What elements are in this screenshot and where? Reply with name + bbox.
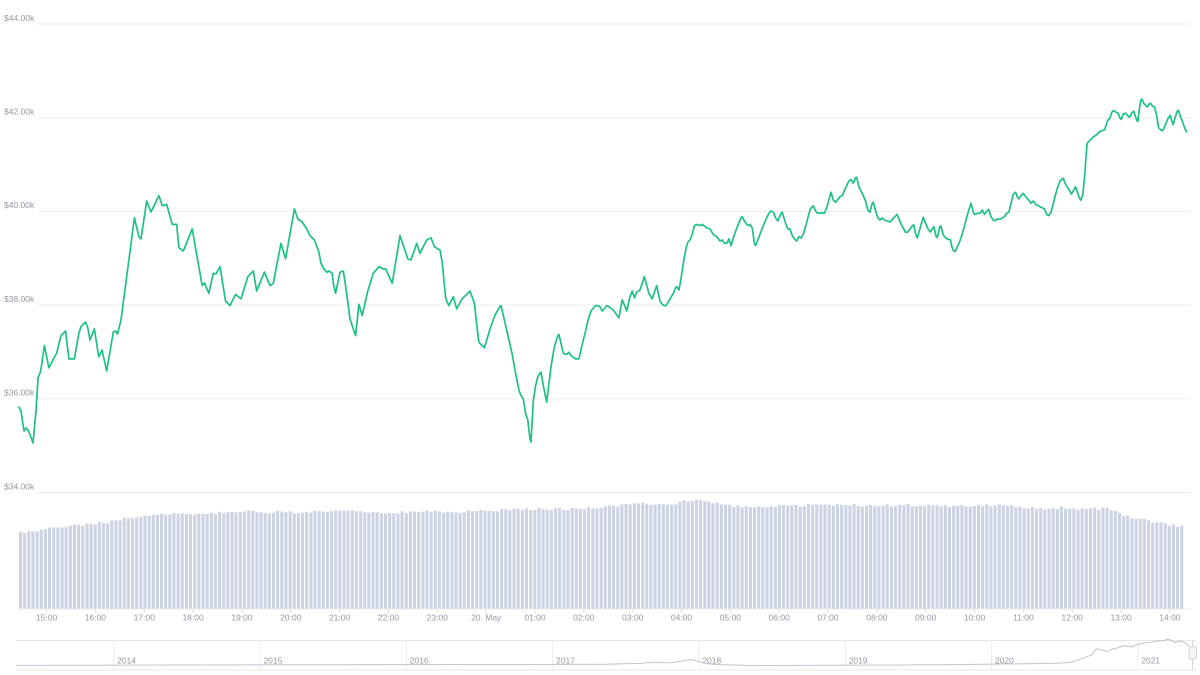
svg-text:18:00: 18:00 (182, 613, 204, 623)
svg-text:16:00: 16:00 (85, 613, 107, 623)
svg-text:07:00: 07:00 (817, 613, 839, 623)
svg-text:2017: 2017 (556, 656, 575, 666)
svg-text:$36.00k: $36.00k (4, 388, 35, 398)
svg-text:2019: 2019 (849, 656, 868, 666)
svg-text:20. May: 20. May (471, 613, 502, 623)
svg-text:$40.00k: $40.00k (4, 200, 35, 210)
svg-text:$34.00k: $34.00k (4, 481, 35, 491)
svg-text:2015: 2015 (263, 656, 282, 666)
svg-text:12:00: 12:00 (1062, 613, 1084, 623)
svg-text:13:00: 13:00 (1110, 613, 1132, 623)
svg-text:2016: 2016 (410, 656, 429, 666)
svg-text:03:00: 03:00 (622, 613, 644, 623)
svg-text:19:00: 19:00 (231, 613, 253, 623)
svg-text:01:00: 01:00 (524, 613, 546, 623)
svg-text:20:00: 20:00 (280, 613, 302, 623)
svg-text:2018: 2018 (702, 656, 721, 666)
svg-text:11:00: 11:00 (1013, 613, 1034, 623)
svg-text:15:00: 15:00 (36, 613, 58, 623)
svg-text:06:00: 06:00 (769, 613, 791, 623)
svg-text:2021: 2021 (1141, 656, 1160, 666)
svg-text:09:00: 09:00 (915, 613, 937, 623)
svg-text:23:00: 23:00 (427, 613, 449, 623)
svg-text:14:00: 14:00 (1159, 613, 1181, 623)
svg-text:2020: 2020 (995, 656, 1014, 666)
svg-text:08:00: 08:00 (866, 613, 888, 623)
svg-text:17:00: 17:00 (134, 613, 156, 623)
svg-text:10:00: 10:00 (964, 613, 986, 623)
svg-text:04:00: 04:00 (671, 613, 693, 623)
svg-text:21:00: 21:00 (329, 613, 351, 623)
svg-text:$38.00k: $38.00k (4, 294, 35, 304)
svg-text:$44.00k: $44.00k (4, 13, 35, 23)
svg-text:02:00: 02:00 (573, 613, 595, 623)
svg-text:$42.00k: $42.00k (4, 107, 35, 117)
svg-text:22:00: 22:00 (378, 613, 400, 623)
svg-text:2014: 2014 (117, 656, 136, 666)
svg-text:05:00: 05:00 (720, 613, 742, 623)
